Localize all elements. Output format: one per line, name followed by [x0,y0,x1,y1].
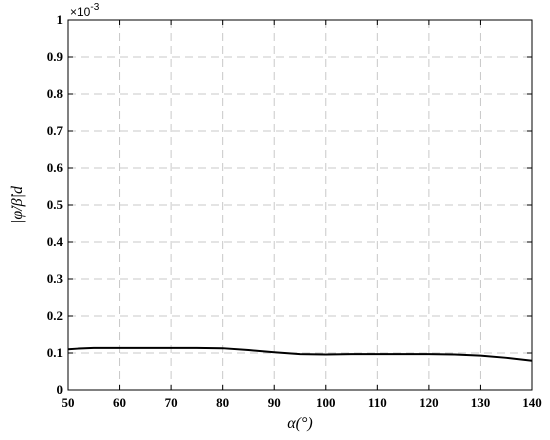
x-tick-label: 100 [316,395,336,410]
y-tick-labels: 0 0.1 0.2 0.3 0.4 0.5 0.6 0.7 0.8 0.9 1 [47,12,64,397]
x-tick-label: 70 [165,395,178,410]
grid-lines [68,20,532,390]
y-axis-label: |φ̇/β̇|d [9,185,26,224]
y-tick-label: 0.4 [47,234,64,249]
series-line-0 [67,346,533,362]
x-axis-label: α(°) [287,415,312,432]
x-tick-label: 50 [62,395,75,410]
x-tick-label: 140 [522,395,542,410]
x-tick-labels: 50 60 70 80 90 100 110 120 130 140 [62,395,542,410]
series-layer [67,346,533,362]
y-tick-label: 0.8 [47,86,64,101]
x-tick-label: 60 [113,395,126,410]
x-tick-label: 90 [268,395,281,410]
y-tick-label: 0.5 [47,197,64,212]
y-scale-factor: ×10 [70,5,91,19]
x-tick-label: 130 [471,395,491,410]
axis-ticks [67,19,533,391]
x-tick-label: 120 [419,395,439,410]
y-tick-label: 0.9 [47,49,64,64]
y-tick-label: 0.1 [47,345,63,360]
x-tick-label: 110 [368,395,387,410]
y-scale-exponent-label: ×10-3 [70,2,100,19]
y-tick-label: 1 [57,12,64,27]
y-tick-label: 0 [57,382,64,397]
y-scale-exponent: -3 [90,2,99,13]
y-tick-label: 0.7 [47,123,64,138]
y-tick-label: 0.6 [47,160,64,175]
y-tick-label: 0.2 [47,308,63,323]
x-tick-label: 80 [216,395,229,410]
y-tick-label: 0.3 [47,271,64,286]
